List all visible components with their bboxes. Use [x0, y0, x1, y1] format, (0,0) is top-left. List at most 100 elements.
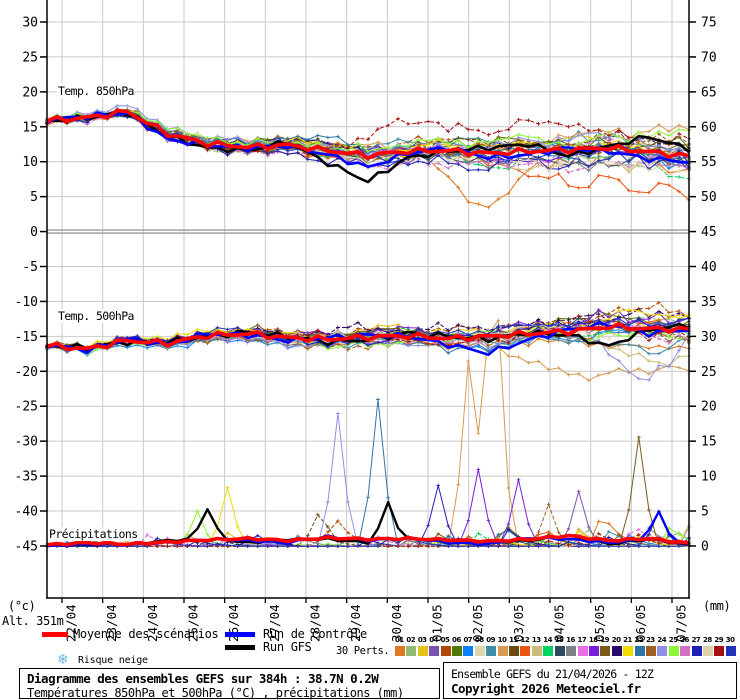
footer-title-box: Diagramme des ensembles GEFS sur 384h : …: [19, 668, 440, 700]
diagram-title: Diagramme des ensembles GEFS sur 384h : …: [27, 671, 379, 686]
pert-color-swatch: [702, 646, 713, 656]
pert-number: 19: [600, 636, 610, 644]
y-axis-tick-right: 20: [701, 400, 717, 415]
y-axis-tick-left: -5: [22, 260, 38, 275]
pert-color-swatch: [463, 646, 474, 656]
right-axis-unit: (mm): [703, 599, 731, 613]
pert-number: 06: [452, 636, 461, 644]
pert-legend-item: 21: [623, 636, 634, 656]
panel-label-t500: Temp. 500hPa: [57, 309, 135, 323]
left-axis-unit: (°c): [8, 599, 36, 613]
pert-color-swatch: [623, 646, 634, 656]
x-axis-date-label: 01/05: [429, 604, 444, 642]
y-axis-tick-right: 30: [701, 330, 717, 345]
pert-legend-item: 25: [668, 636, 680, 656]
y-axis-tick-left: -10: [15, 295, 38, 310]
perts-color-legend: 01 02 03 04 05 06 07 08 09 10 11 12 13 14 15 16 17 18 19 20…: [395, 636, 737, 656]
pert-color-swatch: [600, 646, 611, 656]
pert-color-swatch: [543, 646, 554, 656]
gfs-swatch: [225, 645, 255, 650]
y-axis-tick-right: 15: [701, 435, 717, 450]
pert-legend-item: 30: [725, 636, 737, 656]
pert-color-swatch: [657, 646, 668, 656]
copyright: Copyright 2026 Meteociel.fr: [451, 681, 641, 696]
pert-color-swatch: [520, 646, 531, 656]
pert-number: 16: [566, 636, 575, 644]
pert-legend-item: 14: [543, 636, 554, 656]
y-axis-tick-left: -40: [15, 505, 38, 520]
pert-number: 28: [702, 636, 712, 644]
pert-number: 26: [680, 636, 689, 644]
y-axis-tick-right: 45: [701, 225, 717, 240]
pert-color-swatch: [668, 646, 679, 656]
y-axis-tick-right: 25: [701, 365, 717, 380]
mean-legend-label: Moyenne des scénarios: [73, 627, 219, 641]
pert-number: 18: [588, 636, 598, 644]
pert-legend-item: 24: [657, 636, 668, 656]
y-axis-tick-left: 5: [30, 190, 38, 205]
pert-color-swatch: [611, 646, 622, 656]
pert-legend-item: 28: [702, 636, 714, 656]
pert-color-swatch: [452, 646, 463, 656]
x-axis-date-label: 27/04: [267, 604, 282, 642]
pert-legend-item: 26: [680, 636, 691, 656]
y-axis-tick-left: 30: [22, 16, 38, 31]
pert-legend-item: 10: [497, 636, 509, 656]
x-axis-date-label: 30/04: [389, 604, 404, 642]
pert-number: 27: [691, 636, 701, 644]
altitude-label: Alt. 351m: [2, 614, 64, 628]
pert-number: 14: [543, 636, 553, 644]
pert-number: 20: [611, 636, 621, 644]
snowflake-icon: ❄: [57, 652, 69, 668]
y-axis-tick-left: -45: [15, 539, 38, 554]
control-swatch: [225, 632, 255, 637]
y-axis-tick-left: 15: [22, 120, 38, 135]
x-axis-date-label: 24/04: [145, 604, 160, 642]
panel-label-precip: Précipitations: [48, 527, 139, 541]
y-axis-tick-right: 10: [701, 470, 717, 485]
pert-color-swatch: [554, 646, 565, 656]
pert-color-swatch: [680, 646, 691, 656]
pert-legend-item: 13: [531, 636, 543, 656]
pert-number: 25: [668, 636, 678, 644]
pert-number: 30: [725, 636, 735, 644]
pert-color-swatch: [577, 646, 588, 656]
x-axis-date-label: 04/05: [551, 604, 566, 642]
x-axis-date-label: 03/05: [511, 604, 526, 642]
y-axis-tick-left: 10: [22, 155, 38, 170]
pert-legend-item: 22: [634, 636, 646, 656]
pert-number: 13: [531, 636, 541, 644]
diagram-subtitle: Températures 850hPa et 500hPa (°C) , pré…: [27, 686, 404, 700]
x-axis-date-label: 25/04: [185, 604, 200, 642]
pert-color-swatch: [645, 646, 656, 656]
pert-color-swatch: [531, 646, 542, 656]
y-axis-tick-left: -30: [15, 435, 38, 450]
pert-number: 11: [509, 636, 518, 644]
pert-legend-item: 27: [691, 636, 703, 656]
pert-color-swatch: [691, 646, 702, 656]
pert-legend-item: 07: [463, 636, 474, 656]
pert-number: 24: [657, 636, 667, 644]
y-axis-tick-right: 75: [701, 16, 717, 31]
x-axis-date-label: 28/04: [307, 604, 322, 642]
pert-color-swatch: [714, 646, 725, 656]
panel-label-t850: Temp. 850hPa: [57, 84, 135, 98]
pert-number: 04: [429, 636, 438, 644]
pert-legend-item: 03: [417, 636, 429, 656]
pert-color-swatch: [588, 646, 599, 656]
y-axis-tick-left: 0: [30, 225, 38, 240]
pert-number: 10: [497, 636, 507, 644]
y-axis-tick-right: 0: [701, 539, 709, 554]
pert-legend-item: 06: [452, 636, 463, 656]
pert-legend-item: 04: [429, 636, 440, 656]
y-axis-tick-right: 40: [701, 260, 717, 275]
x-axis-date-label: 05/05: [592, 604, 607, 642]
pert-number: 05: [440, 636, 450, 644]
pert-legend-item: 15: [554, 636, 566, 656]
pert-legend-item: 02: [406, 636, 417, 656]
pert-legend-item: 12: [520, 636, 531, 656]
run-info: Ensemble GEFS du 21/04/2026 - 12Z: [451, 667, 654, 681]
pert-color-swatch: [486, 646, 497, 656]
pert-color-swatch: [440, 646, 451, 656]
